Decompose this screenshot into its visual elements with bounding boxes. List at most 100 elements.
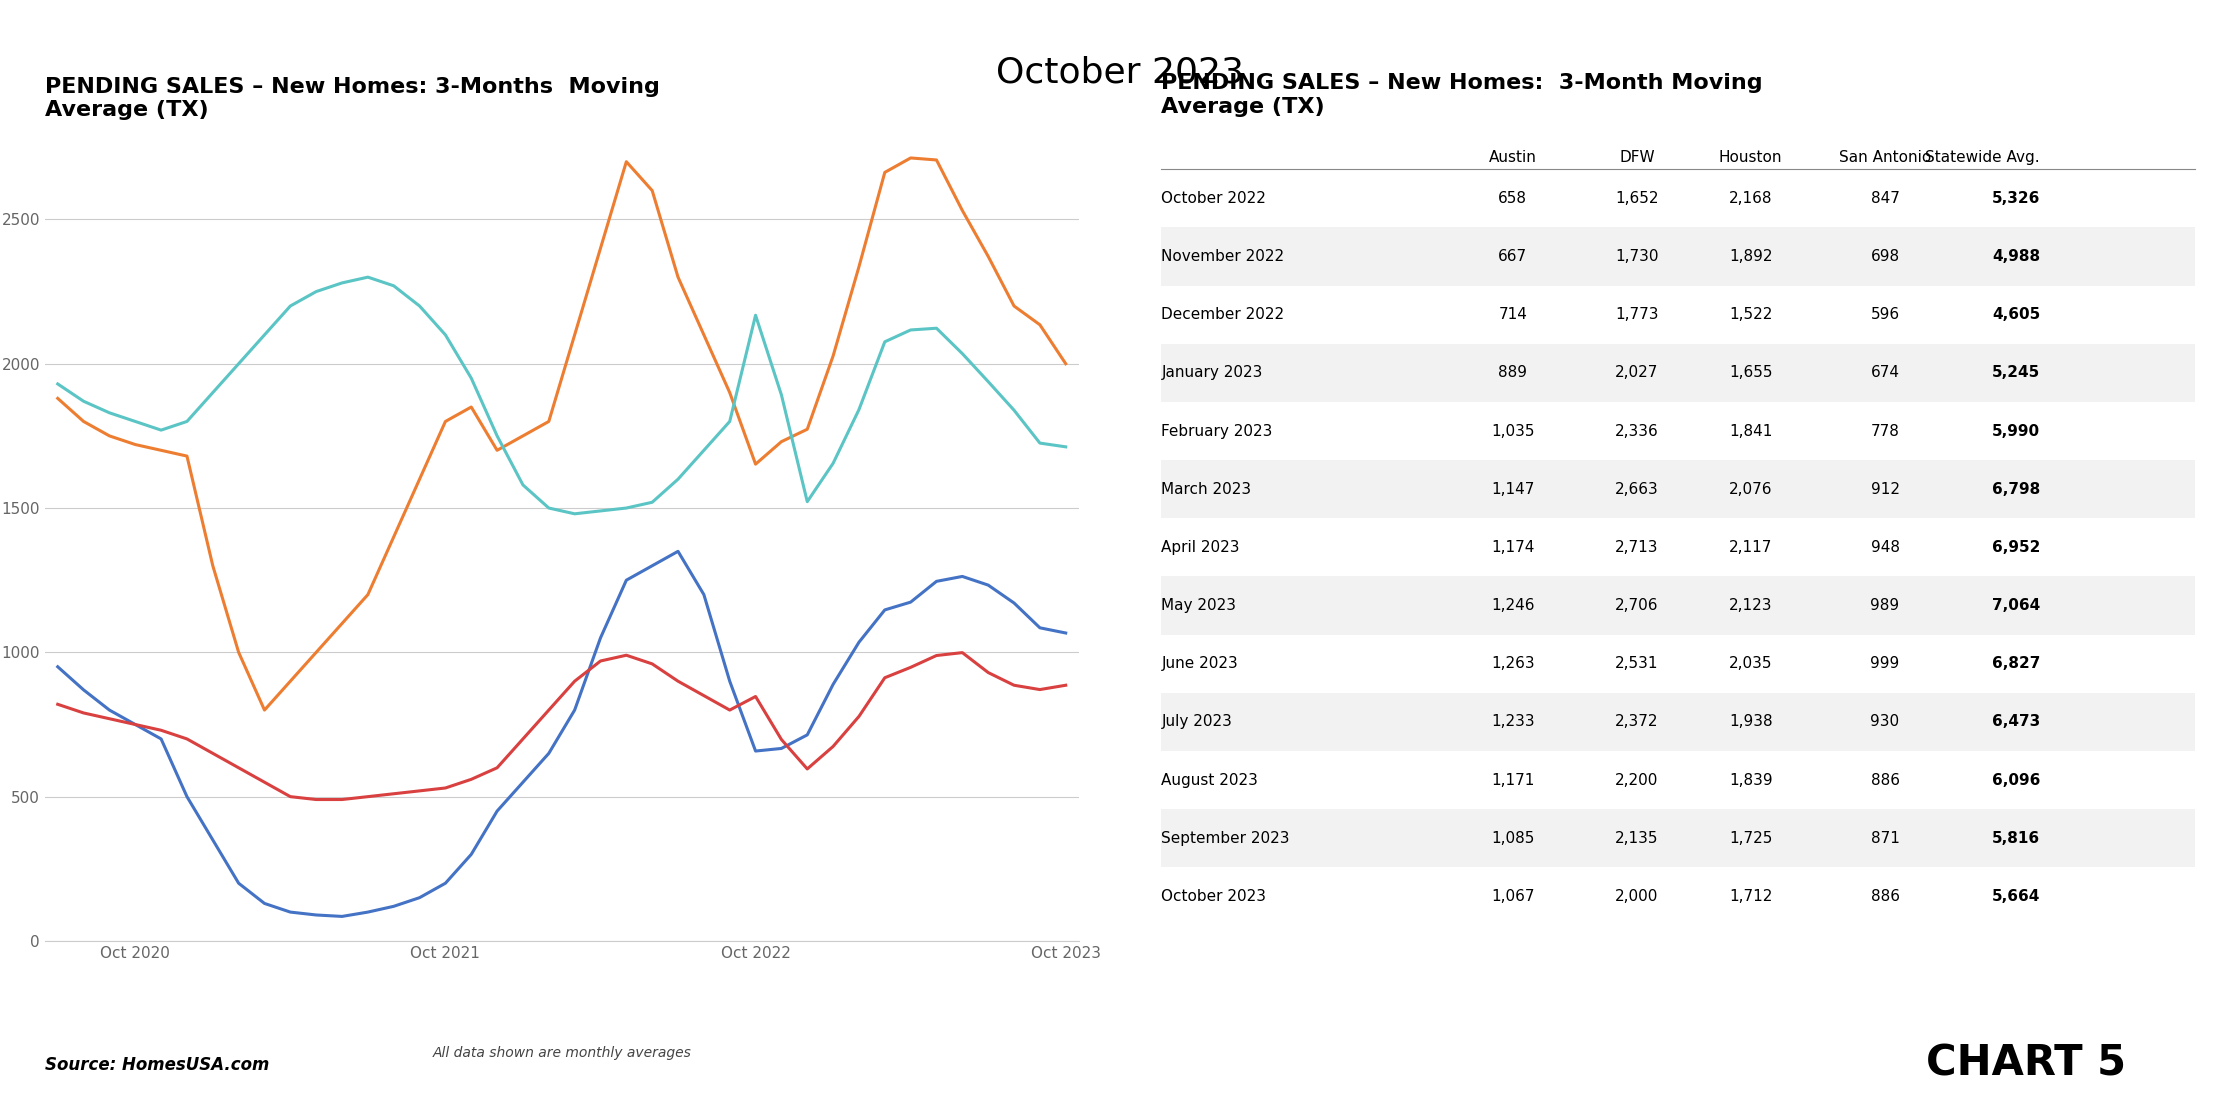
Text: 847: 847 [1870, 190, 1900, 206]
Text: 5,326: 5,326 [1991, 190, 2041, 206]
Text: 6,096: 6,096 [1991, 773, 2041, 788]
Text: 4,605: 4,605 [1991, 307, 2041, 322]
Text: 1,938: 1,938 [1729, 714, 1772, 730]
Text: 1,085: 1,085 [1492, 831, 1534, 846]
Text: Houston: Houston [1718, 151, 1783, 165]
Text: 989: 989 [1870, 598, 1900, 613]
Bar [1160, 518, 2195, 577]
Text: PENDING SALES – New Homes:  3-Month Moving
Average (TX): PENDING SALES – New Homes: 3-Month Movin… [1160, 73, 1763, 116]
Text: 1,712: 1,712 [1729, 889, 1772, 904]
Bar [1160, 751, 2195, 809]
Bar [1160, 169, 2195, 227]
Text: 1,147: 1,147 [1492, 482, 1534, 497]
Text: All data shown are monthly averages: All data shown are monthly averages [432, 1046, 692, 1061]
Bar [1160, 868, 2195, 925]
Text: 2,706: 2,706 [1615, 598, 1658, 613]
Text: 1,233: 1,233 [1492, 714, 1534, 730]
Bar [1160, 402, 2195, 461]
Text: 2,000: 2,000 [1615, 889, 1658, 904]
Text: 1,839: 1,839 [1729, 773, 1772, 788]
Bar [1160, 286, 2195, 344]
Text: 1,174: 1,174 [1492, 540, 1534, 555]
Text: 999: 999 [1870, 656, 1900, 671]
Text: 778: 778 [1870, 424, 1900, 438]
Text: 889: 889 [1499, 365, 1528, 381]
Text: October 2023: October 2023 [1160, 889, 1266, 904]
Text: 1,725: 1,725 [1729, 831, 1772, 846]
Text: 2,123: 2,123 [1729, 598, 1772, 613]
Text: 658: 658 [1499, 190, 1528, 206]
Text: 2,035: 2,035 [1729, 656, 1772, 671]
Text: 912: 912 [1870, 482, 1900, 497]
Text: 6,473: 6,473 [1991, 714, 2041, 730]
Text: November 2022: November 2022 [1160, 249, 1284, 263]
Text: 6,827: 6,827 [1991, 656, 2041, 671]
Text: 6,952: 6,952 [1991, 540, 2041, 555]
Text: 1,171: 1,171 [1492, 773, 1534, 788]
Text: 596: 596 [1870, 307, 1900, 322]
Text: 2,713: 2,713 [1615, 540, 1658, 555]
Text: Statewide Avg.: Statewide Avg. [1926, 151, 2041, 165]
Text: Austin: Austin [1490, 151, 1537, 165]
Text: 6,798: 6,798 [1991, 482, 2041, 497]
Text: 1,067: 1,067 [1492, 889, 1534, 904]
Text: 1,655: 1,655 [1729, 365, 1772, 381]
Text: 667: 667 [1499, 249, 1528, 263]
Text: 5,990: 5,990 [1991, 424, 2041, 438]
Text: 2,372: 2,372 [1615, 714, 1658, 730]
Text: 2,027: 2,027 [1615, 365, 1658, 381]
Text: Source: HomesUSA.com: Source: HomesUSA.com [45, 1056, 269, 1074]
Text: March 2023: March 2023 [1160, 482, 1252, 497]
Text: 886: 886 [1870, 889, 1900, 904]
Text: PENDING SALES – New Homes: 3-Months  Moving
Average (TX): PENDING SALES – New Homes: 3-Months Movi… [45, 77, 659, 121]
Text: May 2023: May 2023 [1160, 598, 1236, 613]
Text: 5,816: 5,816 [1991, 831, 2041, 846]
Text: 2,531: 2,531 [1615, 656, 1658, 671]
Text: September 2023: September 2023 [1160, 831, 1290, 846]
Bar [1160, 809, 2195, 868]
Text: 1,652: 1,652 [1615, 190, 1658, 206]
Text: 4,988: 4,988 [1991, 249, 2041, 263]
Bar [1160, 461, 2195, 518]
Text: 1,263: 1,263 [1492, 656, 1534, 671]
Text: 5,664: 5,664 [1991, 889, 2041, 904]
Bar [1160, 227, 2195, 286]
Text: July 2023: July 2023 [1160, 714, 1232, 730]
Text: CHART 5: CHART 5 [1926, 1043, 2126, 1085]
Text: 1,892: 1,892 [1729, 249, 1772, 263]
Text: 5,245: 5,245 [1991, 365, 2041, 381]
Text: 948: 948 [1870, 540, 1900, 555]
Text: April 2023: April 2023 [1160, 540, 1241, 555]
Text: February 2023: February 2023 [1160, 424, 1272, 438]
Text: 1,246: 1,246 [1492, 598, 1534, 613]
Text: 871: 871 [1870, 831, 1900, 846]
Text: October 2022: October 2022 [1160, 190, 1266, 206]
Text: 886: 886 [1870, 773, 1900, 788]
Text: 1,730: 1,730 [1615, 249, 1658, 263]
Text: 2,336: 2,336 [1615, 424, 1660, 438]
Text: 1,841: 1,841 [1729, 424, 1772, 438]
Bar [1160, 344, 2195, 402]
Text: 930: 930 [1870, 714, 1900, 730]
Text: DFW: DFW [1620, 151, 1655, 165]
Bar [1160, 577, 2195, 634]
Text: 1,035: 1,035 [1492, 424, 1534, 438]
Text: 2,200: 2,200 [1615, 773, 1658, 788]
Text: 2,117: 2,117 [1729, 540, 1772, 555]
Text: 698: 698 [1870, 249, 1900, 263]
Text: 714: 714 [1499, 307, 1528, 322]
Text: 1,522: 1,522 [1729, 307, 1772, 322]
Text: 674: 674 [1870, 365, 1900, 381]
Text: 1,773: 1,773 [1615, 307, 1658, 322]
Text: 2,076: 2,076 [1729, 482, 1772, 497]
Text: San Antonio: San Antonio [1839, 151, 1931, 165]
Text: August 2023: August 2023 [1160, 773, 1259, 788]
Bar [1160, 634, 2195, 693]
Text: 2,663: 2,663 [1615, 482, 1660, 497]
Bar [1160, 693, 2195, 751]
Text: June 2023: June 2023 [1160, 656, 1239, 671]
Text: December 2022: December 2022 [1160, 307, 1284, 322]
Text: October 2023: October 2023 [997, 55, 1243, 90]
Text: January 2023: January 2023 [1160, 365, 1263, 381]
Text: 2,135: 2,135 [1615, 831, 1658, 846]
